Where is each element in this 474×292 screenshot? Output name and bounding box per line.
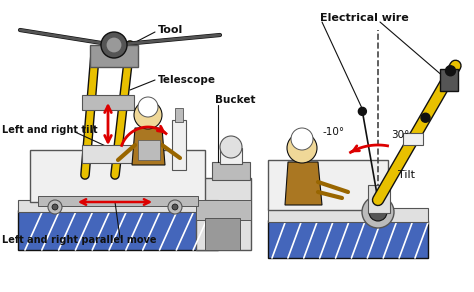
Text: Tool: Tool — [158, 25, 183, 35]
Text: Tilt: Tilt — [398, 170, 415, 180]
Bar — [205, 218, 240, 250]
Text: Bucket: Bucket — [215, 95, 255, 105]
Circle shape — [358, 107, 366, 115]
Bar — [268, 160, 388, 210]
Bar — [172, 120, 186, 170]
Bar — [368, 185, 390, 213]
Circle shape — [134, 101, 162, 129]
Circle shape — [101, 32, 127, 58]
Bar — [220, 148, 242, 164]
Bar — [30, 150, 205, 202]
Text: Electrical wire: Electrical wire — [320, 13, 409, 23]
Text: 30°: 30° — [391, 130, 409, 140]
Circle shape — [287, 133, 317, 163]
Bar — [196, 200, 251, 220]
Circle shape — [220, 136, 242, 158]
Text: -10°: -10° — [323, 127, 345, 137]
Circle shape — [48, 200, 62, 214]
Circle shape — [362, 196, 394, 228]
Circle shape — [291, 128, 313, 150]
Circle shape — [52, 204, 58, 210]
Text: Telescope: Telescope — [158, 75, 216, 85]
Circle shape — [369, 203, 387, 221]
Text: Left and right parallel move: Left and right parallel move — [2, 235, 156, 245]
Polygon shape — [132, 128, 165, 165]
Bar — [175, 108, 183, 122]
Bar — [82, 95, 134, 110]
Bar — [138, 140, 160, 160]
Circle shape — [106, 37, 122, 53]
Bar — [268, 208, 428, 222]
Bar — [18, 200, 218, 212]
Circle shape — [138, 97, 158, 117]
Bar — [38, 196, 198, 206]
Circle shape — [172, 204, 178, 210]
Bar — [18, 210, 218, 250]
Polygon shape — [285, 162, 322, 205]
Bar — [403, 133, 423, 145]
Circle shape — [421, 113, 430, 122]
Bar — [82, 145, 134, 163]
Bar — [440, 69, 458, 91]
Text: Left and right tilt: Left and right tilt — [2, 125, 98, 135]
Circle shape — [446, 66, 456, 76]
Bar — [196, 178, 251, 250]
Circle shape — [168, 200, 182, 214]
Bar — [212, 162, 250, 180]
Bar — [268, 220, 428, 258]
Bar — [90, 45, 138, 67]
